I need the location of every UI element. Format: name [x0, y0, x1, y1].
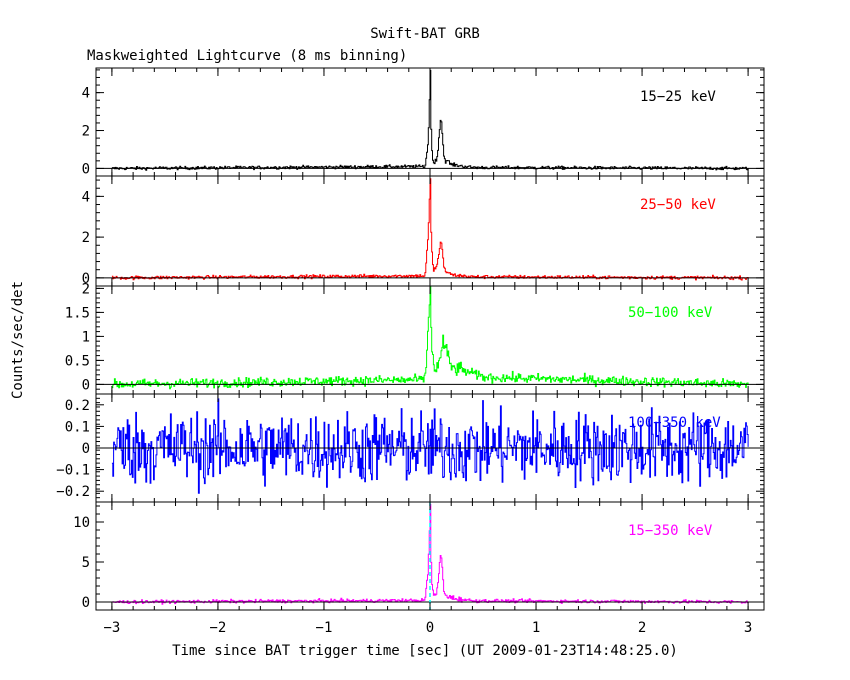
ytick-label-0-2: 4 [82, 86, 90, 102]
ytick-label-4-2: 10 [73, 515, 90, 531]
ytick-label-2-2: 1 [82, 329, 90, 345]
series-line-1 [111, 178, 749, 281]
band-label-3: 100−350 keV [628, 415, 721, 431]
x-axis-label: Time since BAT trigger time [sec] (UT 20… [172, 643, 678, 659]
chart-subtitle: Maskweighted Lightcurve (8 ms binning) [87, 48, 407, 64]
ytick-label-1-2: 4 [82, 189, 90, 205]
ytick-label-2-3: 1.5 [65, 305, 90, 321]
chart-title: Swift-BAT GRB [370, 26, 480, 42]
series-line-3 [111, 398, 749, 494]
xtick-label-0: −3 [103, 620, 120, 636]
xtick-label-6: 3 [744, 620, 752, 636]
series-line-2 [111, 286, 749, 390]
ytick-label-3-1: −0.1 [56, 463, 90, 479]
xtick-label-2: −1 [316, 620, 333, 636]
band-label-2: 50−100 keV [628, 305, 713, 321]
band-label-0: 15−25 keV [640, 89, 716, 105]
xtick-label-4: 1 [532, 620, 540, 636]
ytick-label-4-0: 0 [82, 595, 90, 611]
ytick-label-1-1: 2 [82, 230, 90, 246]
ytick-label-2-0: 0 [82, 377, 90, 393]
series-line-4 [111, 503, 749, 605]
ytick-label-0-1: 2 [82, 124, 90, 140]
ytick-label-2-1: 0.5 [65, 353, 90, 369]
ytick-label-0-0: 0 [82, 161, 90, 177]
xtick-label-1: −2 [210, 620, 227, 636]
y-axis-label: Counts/sec/det [10, 281, 26, 399]
ytick-label-3-2: 0 [82, 441, 90, 457]
series-line-0 [111, 69, 749, 171]
ytick-label-4-1: 5 [82, 555, 90, 571]
xtick-label-5: 2 [638, 620, 646, 636]
band-label-4: 15−350 keV [628, 523, 713, 539]
xtick-label-3: 0 [426, 620, 434, 636]
band-label-1: 25−50 keV [640, 197, 716, 213]
ytick-label-3-0: −0.2 [56, 484, 90, 500]
ytick-label-1-0: 0 [82, 271, 90, 287]
ytick-label-3-4: 0.2 [65, 398, 90, 414]
ytick-label-3-3: 0.1 [65, 419, 90, 435]
ytick-label-2-4: 2 [82, 281, 90, 297]
